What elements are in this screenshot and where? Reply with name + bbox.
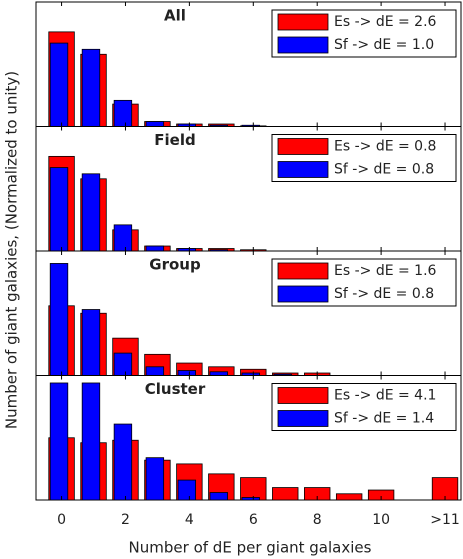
- bar: [81, 309, 101, 376]
- bar: [177, 370, 197, 376]
- bar: [272, 487, 299, 501]
- legend-label: Sf -> dE = 0.8: [334, 286, 434, 302]
- bar: [49, 382, 69, 501]
- bar: [145, 366, 165, 376]
- bar: [81, 48, 101, 127]
- legend-label: Sf -> dE = 1.4: [334, 411, 434, 427]
- bar: [145, 457, 165, 501]
- x-tick-label: 0: [57, 512, 66, 528]
- bar: [145, 245, 165, 252]
- legend-swatch: [277, 285, 329, 303]
- x-tick-label: 4: [185, 512, 194, 528]
- bar: [209, 371, 228, 376]
- panel-title: All: [164, 7, 186, 25]
- legend-label: Sf -> dE = 0.8: [334, 162, 434, 178]
- legend-label: Es -> dE = 0.8: [334, 139, 436, 155]
- x-tick-label: 10: [372, 512, 390, 528]
- bar: [49, 263, 69, 376]
- bar: [145, 121, 165, 127]
- bar: [49, 42, 69, 127]
- legend-swatch: [277, 387, 329, 404]
- bar: [113, 423, 133, 501]
- legend-swatch: [277, 13, 329, 31]
- bar: [209, 492, 228, 501]
- x-axis-label: Number of dE per giant galaxies: [129, 539, 372, 557]
- bar: [81, 382, 101, 501]
- bar: [113, 224, 133, 252]
- panel-title: Field: [154, 131, 195, 149]
- legend-swatch: [277, 138, 329, 155]
- legend-swatch: [277, 36, 329, 54]
- bar: [335, 493, 363, 501]
- x-tick-label: 2: [121, 512, 130, 528]
- legend-swatch: [277, 262, 329, 280]
- legend-label: Sf -> dE = 1.0: [334, 37, 434, 53]
- x-tick-label: 6: [249, 512, 258, 528]
- x-tick-label: >11: [430, 512, 460, 528]
- x-tick-label: 8: [313, 512, 322, 528]
- bar: [113, 99, 133, 127]
- legend-swatch: [277, 410, 329, 427]
- panel-title: Group: [149, 256, 201, 274]
- bar: [49, 167, 69, 252]
- bar: [177, 479, 197, 501]
- bar: [81, 173, 101, 252]
- bar: [113, 352, 133, 376]
- bar: [241, 497, 260, 501]
- panel-title: Cluster: [145, 380, 206, 398]
- legend-label: Es -> dE = 2.6: [334, 14, 437, 30]
- legend-label: Es -> dE = 1.6: [334, 263, 437, 279]
- legend-label: Es -> dE = 4.1: [334, 388, 436, 404]
- y-axis-label: Number of giant galaxies, (Normalized to…: [3, 71, 21, 429]
- legend-swatch: [277, 161, 329, 178]
